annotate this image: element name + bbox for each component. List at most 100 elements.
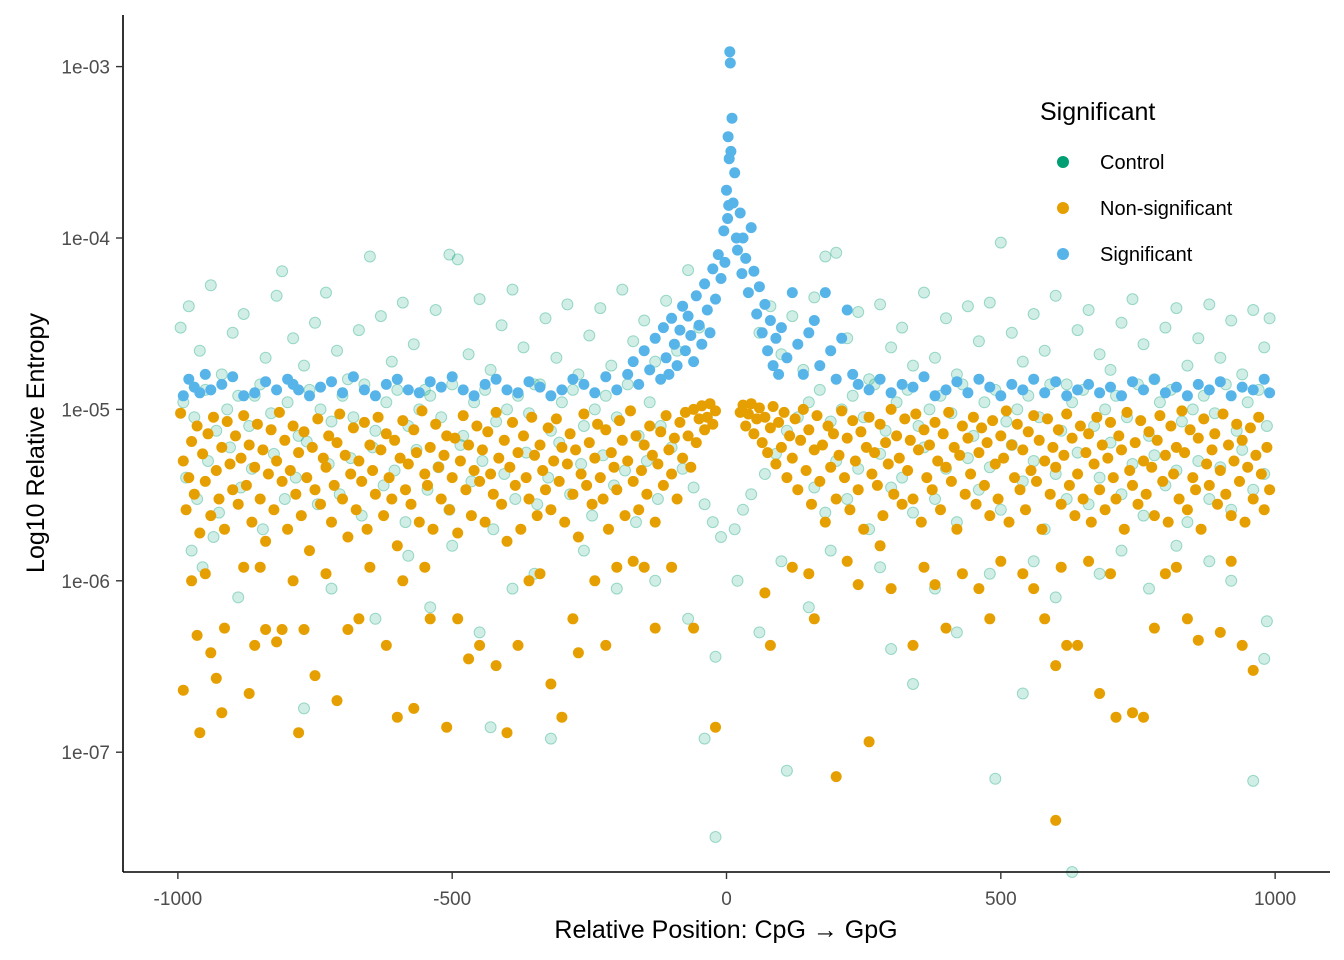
data-point <box>918 286 930 299</box>
data-point <box>978 479 990 491</box>
data-point <box>1116 444 1127 456</box>
data-point <box>677 452 689 464</box>
data-point <box>454 455 466 467</box>
data-point <box>287 575 299 587</box>
data-point <box>1244 422 1256 434</box>
data-point <box>1242 461 1254 473</box>
data-point <box>1159 568 1171 580</box>
data-point <box>429 304 442 316</box>
data-point <box>1239 516 1251 528</box>
data-point <box>1153 396 1166 409</box>
data-point <box>474 639 486 651</box>
data-point <box>929 493 941 505</box>
data-point <box>378 510 390 522</box>
data-point <box>1217 408 1229 420</box>
data-point <box>391 711 403 723</box>
data-point <box>232 591 245 604</box>
data-point <box>1016 355 1029 368</box>
data-point <box>1258 341 1271 354</box>
data-point <box>320 568 332 580</box>
data-point <box>1127 376 1138 388</box>
data-point <box>855 426 867 438</box>
data-point <box>685 330 697 341</box>
data-point <box>745 398 757 410</box>
data-point <box>869 447 881 459</box>
data-point <box>718 225 730 237</box>
data-point <box>380 396 393 409</box>
data-point <box>482 426 494 438</box>
data-point <box>177 390 189 402</box>
data-point <box>487 523 500 536</box>
data-point <box>935 504 946 516</box>
data-point <box>756 437 768 449</box>
data-point <box>550 351 563 364</box>
data-point <box>326 376 337 388</box>
data-point <box>1071 324 1084 337</box>
y-tick-label: 1e-07 <box>61 743 110 764</box>
data-point <box>1115 316 1128 329</box>
data-point <box>375 444 387 456</box>
data-point <box>427 523 439 535</box>
data-point <box>186 575 198 587</box>
data-point <box>967 411 979 423</box>
data-point <box>863 736 875 748</box>
data-point <box>1181 359 1194 372</box>
data-point <box>1049 289 1062 302</box>
data-point <box>1241 396 1254 409</box>
data-point <box>249 461 261 473</box>
data-point <box>1190 484 1202 496</box>
data-point <box>1168 468 1180 480</box>
data-point <box>479 378 491 390</box>
data-point <box>1225 574 1238 587</box>
data-point <box>1220 488 1232 500</box>
data-point <box>994 503 1007 516</box>
data-point <box>973 373 985 385</box>
data-point <box>243 439 255 451</box>
data-point <box>281 396 294 409</box>
data-point <box>674 416 686 428</box>
data-point <box>923 403 936 416</box>
data-point <box>194 527 206 539</box>
data-point <box>531 510 543 522</box>
data-point <box>586 498 598 510</box>
data-point <box>874 418 886 430</box>
legend-key-control <box>1057 156 1069 168</box>
data-point <box>1050 376 1062 388</box>
data-point <box>374 310 387 323</box>
data-point <box>726 112 738 124</box>
data-point <box>649 516 661 528</box>
data-point <box>699 424 711 436</box>
data-point <box>677 300 689 312</box>
data-point <box>498 434 510 446</box>
data-point <box>463 439 475 451</box>
data-point <box>712 249 724 261</box>
data-point <box>249 639 261 651</box>
data-point <box>476 455 489 467</box>
data-point <box>649 355 662 368</box>
data-point <box>762 345 774 357</box>
data-point <box>399 516 412 529</box>
data-point <box>1236 639 1248 651</box>
data-point <box>627 356 639 368</box>
data-point <box>983 296 996 309</box>
data-point <box>940 384 952 396</box>
data-point <box>309 316 321 329</box>
data-point <box>668 432 680 444</box>
data-point <box>364 561 376 573</box>
legend-label-non-significant: Non-significant <box>1100 198 1233 220</box>
data-point <box>183 472 195 484</box>
data-point <box>682 264 695 277</box>
data-point <box>811 410 823 422</box>
data-point <box>490 660 502 672</box>
data-point <box>506 283 519 296</box>
data-point <box>290 488 302 500</box>
data-point <box>976 422 988 434</box>
data-point <box>649 574 662 587</box>
data-point <box>555 396 568 409</box>
data-point <box>433 461 444 473</box>
data-point <box>638 314 651 327</box>
data-point <box>1017 568 1029 580</box>
data-point <box>572 531 584 543</box>
data-point <box>208 411 219 423</box>
data-point <box>973 447 985 459</box>
